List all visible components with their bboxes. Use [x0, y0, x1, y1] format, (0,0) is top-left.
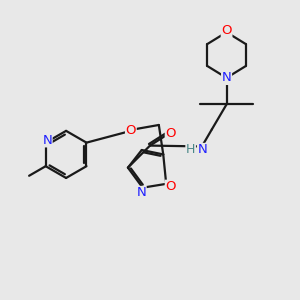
Text: O: O	[126, 124, 136, 137]
Text: O: O	[221, 24, 232, 37]
Text: N: N	[222, 71, 231, 84]
Text: O: O	[165, 180, 176, 193]
Text: N: N	[197, 143, 207, 157]
Text: O: O	[165, 127, 176, 140]
Text: H: H	[186, 143, 195, 157]
Text: N: N	[136, 187, 146, 200]
Text: N: N	[42, 134, 52, 147]
